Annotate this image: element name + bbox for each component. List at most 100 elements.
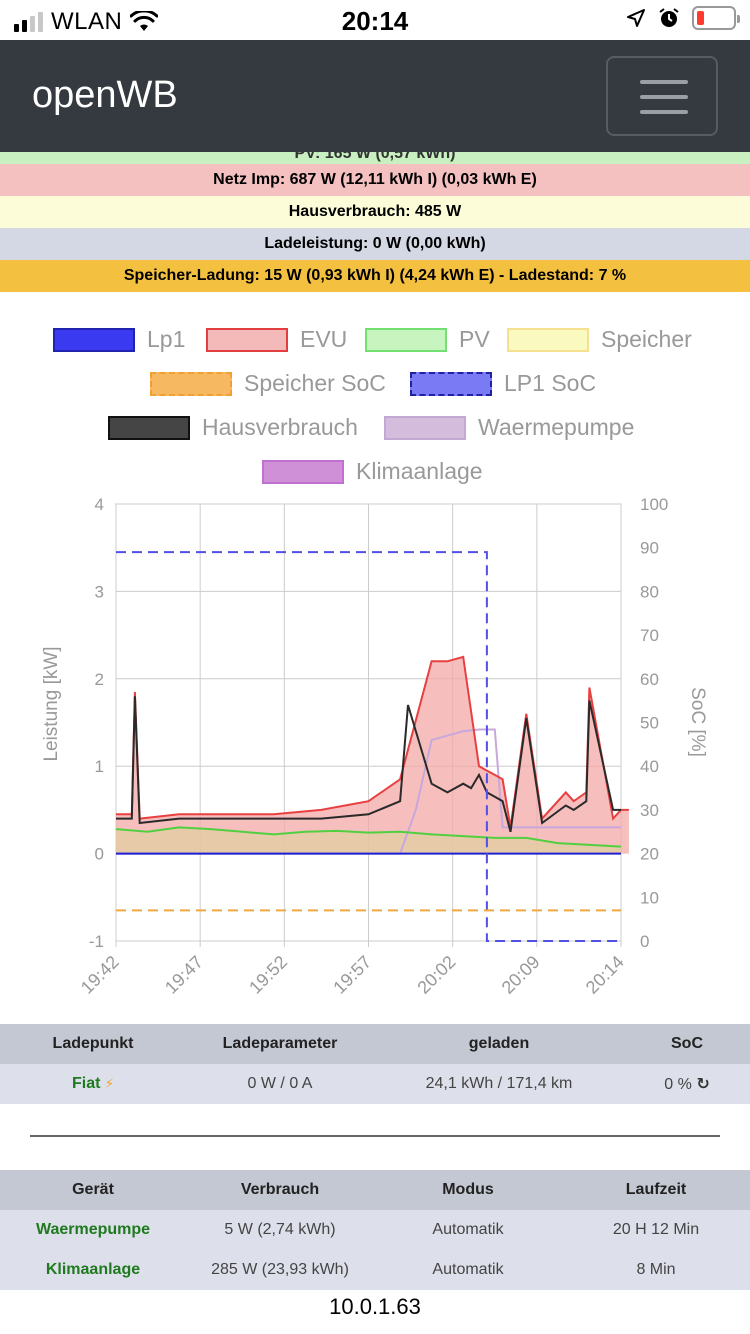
legend-item-klimaanlage[interactable]: Klimaanlage — [262, 458, 483, 485]
verbrauch-cell: 285 W (23,93 kWh) — [211, 1261, 349, 1278]
legend-label-lp1: Lp1 — [147, 326, 186, 352]
ios-status-bar: WLAN 20:14 — [0, 0, 750, 40]
y2-tick-label: 30 — [640, 801, 659, 820]
col-soc: SoC — [671, 1035, 703, 1052]
col-ladepunkt: Ladepunkt — [52, 1035, 134, 1052]
y2-tick-label: 100 — [640, 495, 668, 514]
series-line-waermepumpe — [116, 728, 621, 855]
x-tick-label: 20:02 — [414, 952, 460, 998]
plug-icon: ⚡ — [104, 1076, 115, 1091]
y2-tick-label: 70 — [640, 626, 659, 645]
ladepunkt-name-cell[interactable]: Fiat ⚡ — [0, 1075, 186, 1093]
legend-label-speicher-soc: Speicher SoC — [244, 370, 386, 396]
verbrauch-cell: 5 W (2,74 kWh) — [224, 1221, 336, 1238]
x-tick-label: 19:52 — [245, 952, 291, 998]
legend-swatch-waermepumpe — [384, 415, 466, 440]
y-tick-label: -1 — [89, 932, 104, 951]
chart-grid — [115, 503, 622, 947]
legend-item-pv[interactable]: PV — [365, 326, 490, 353]
x-tick-label: 19:57 — [329, 952, 375, 998]
geraete-table: Gerät Verbrauch Modus Laufzeit Waermepum… — [0, 1170, 750, 1290]
x-tick-label: 19:42 — [77, 952, 123, 998]
legend-label-speicher: Speicher — [601, 326, 692, 352]
table-row[interactable]: Fiat ⚡ 0 W / 0 A 24,1 kWh / 171,4 km 0 %… — [0, 1064, 750, 1104]
y2-tick-label: 60 — [640, 670, 659, 689]
y-tick-label: 3 — [95, 582, 104, 601]
col-laufzeit: Laufzeit — [625, 1181, 687, 1198]
section-divider — [30, 1135, 720, 1137]
legend-item-speicher[interactable]: Speicher — [507, 326, 692, 353]
ladepunkt-table: Ladepunkt Ladeparameter geladen SoC Fiat… — [0, 1024, 750, 1104]
status-left: WLAN — [14, 8, 159, 36]
legend-label-klimaanlage: Klimaanlage — [356, 458, 483, 484]
status-right — [626, 6, 740, 30]
refresh-icon[interactable]: ↻ — [696, 1076, 710, 1093]
y2-tick-label: 0 — [640, 932, 649, 951]
y2-tick-label: 80 — [640, 582, 659, 601]
footer-ip: 10.0.1.63 — [329, 1294, 421, 1319]
col-verbrauch: Verbrauch — [240, 1181, 320, 1198]
laufzeit-cell: 8 Min — [636, 1261, 676, 1278]
legend-label-evu: EVU — [300, 326, 348, 352]
y-axis-label: Leistung [kW] — [41, 646, 62, 761]
wifi-icon — [130, 11, 159, 31]
chart-lines — [115, 551, 629, 942]
soc-value: 0 % — [664, 1076, 692, 1093]
geraet-name-klimaanlage[interactable]: Klimaanlage — [45, 1261, 141, 1278]
laufzeit-cell: 20 H 12 Min — [612, 1221, 700, 1238]
chart-legend: Lp1 EVU PV Speicher Speicher SoC LP1 SoC… — [0, 320, 750, 490]
x-tick-label: 20:09 — [498, 952, 544, 998]
x-tick-label: 19:47 — [161, 952, 207, 998]
legend-swatch-evu — [206, 327, 288, 352]
ladepunkt-name[interactable]: Fiat — [71, 1075, 101, 1092]
table-row[interactable]: Waermepumpe 5 W (2,74 kWh) Automatik 20 … — [0, 1210, 750, 1250]
navbar: openWB — [0, 40, 750, 152]
ladeparameter-cell: 0 W / 0 A — [247, 1075, 313, 1092]
legend-swatch-lp1 — [53, 327, 135, 352]
series-line-evu — [116, 655, 629, 828]
legend-item-speicher-soc[interactable]: Speicher SoC — [150, 370, 386, 397]
cellular-signal-icon — [14, 12, 43, 32]
ladepunkt-table-header: Ladepunkt Ladeparameter geladen SoC — [0, 1024, 750, 1064]
series-line-pv — [115, 826, 622, 848]
brand-logo[interactable]: openWB — [32, 74, 178, 116]
geladen-cell: 24,1 kWh / 171,4 km — [425, 1075, 573, 1092]
legend-item-lp1[interactable]: Lp1 — [53, 326, 185, 353]
modus-cell: Automatik — [432, 1221, 504, 1238]
y-tick-label: 0 — [95, 845, 104, 864]
col-modus: Modus — [442, 1181, 494, 1198]
pv-band: PV: 165 W (0,57 kWh) — [0, 152, 750, 164]
legend-item-waermepumpe[interactable]: Waermepumpe — [384, 414, 634, 441]
chart-areas — [116, 656, 629, 854]
col-geraet: Gerät — [72, 1181, 114, 1198]
legend-item-lp1-soc[interactable]: LP1 SoC — [410, 370, 596, 397]
menu-toggle-button[interactable] — [606, 56, 718, 136]
y-tick-label: 4 — [95, 495, 104, 514]
y-tick-label: 2 — [95, 670, 104, 689]
legend-label-waermepumpe: Waermepumpe — [478, 414, 635, 440]
legend-swatch-hausverbrauch — [108, 415, 190, 440]
table-row[interactable]: Klimaanlage 285 W (23,93 kWh) Automatik … — [0, 1250, 750, 1290]
hamburger-icon — [640, 80, 688, 84]
battery-icon — [692, 6, 740, 30]
speicher-band: Speicher-Ladung: 15 W (0,93 kWh I) (4,24… — [0, 260, 750, 292]
y2-axis-label: SoC [%] — [687, 687, 708, 757]
legend-swatch-lp1-soc — [410, 371, 492, 396]
pv-band-text: PV: 165 W (0,57 kWh) — [294, 152, 456, 162]
legend-item-evu[interactable]: EVU — [206, 326, 347, 353]
legend-label-hausverbrauch: Hausverbrauch — [202, 414, 358, 440]
legend-item-hausverbrauch[interactable]: Hausverbrauch — [108, 414, 358, 441]
col-ladeparameter: Ladeparameter — [222, 1035, 338, 1052]
ladeleistung-band: Ladeleistung: 0 W (0,00 kWh) — [0, 228, 750, 260]
evu-area — [116, 656, 629, 854]
netz-band: Netz Imp: 687 W (12,11 kWh I) (0,03 kWh … — [0, 164, 750, 196]
col-geladen: geladen — [468, 1035, 530, 1052]
status-time: 20:14 — [341, 6, 409, 36]
hausverbrauch-band: Hausverbrauch: 485 W — [0, 196, 750, 228]
legend-swatch-pv — [365, 327, 447, 352]
geraet-name-waermepumpe[interactable]: Waermepumpe — [35, 1221, 151, 1238]
legend-swatch-speicher-soc — [150, 371, 232, 396]
legend-label-lp1-soc: LP1 SoC — [504, 370, 597, 396]
